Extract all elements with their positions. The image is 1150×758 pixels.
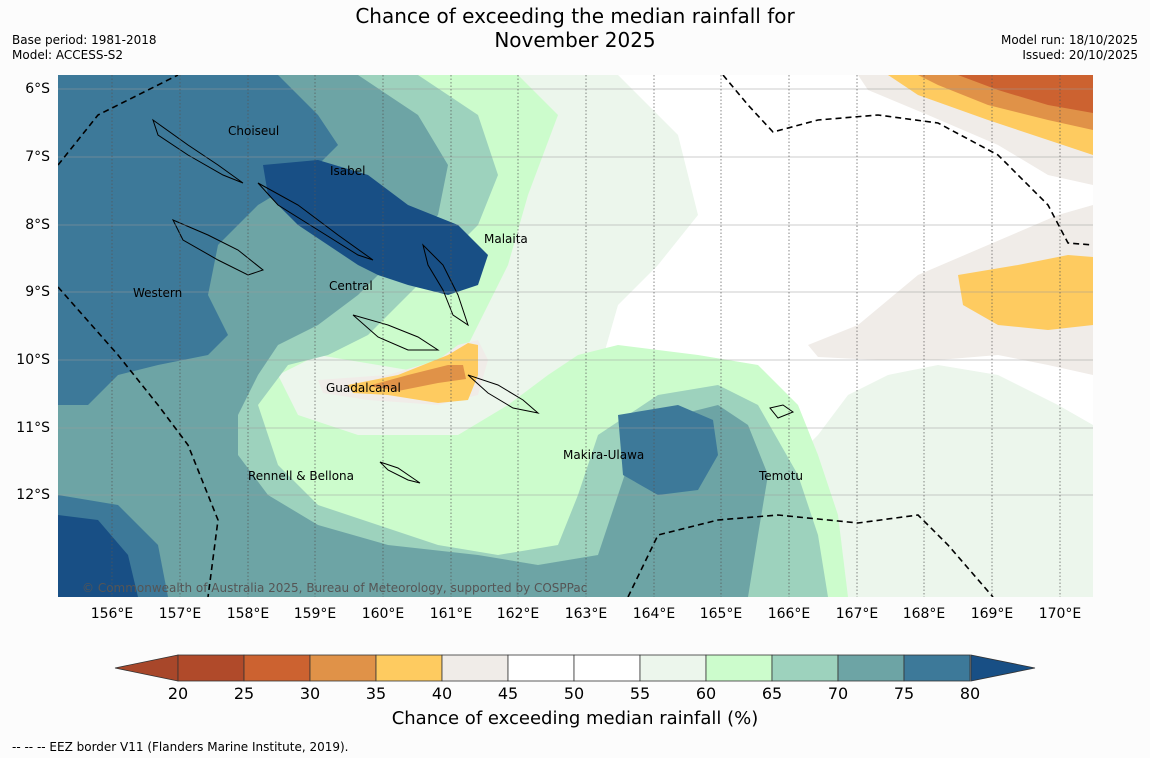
island-new-georgia (171, 219, 265, 276)
colorbar-swatch (507, 654, 575, 682)
colorbar-swatch (177, 654, 245, 682)
colorbar-swatch (441, 654, 509, 682)
colorbar-swatch (903, 654, 971, 682)
colorbar-swatch (639, 654, 707, 682)
island-makira (467, 374, 540, 414)
lon-label-156e: 156°E (90, 606, 134, 622)
contour-25-30-northeast (958, 75, 1093, 113)
lat-label-12s: 12°S (16, 487, 50, 503)
lon-label-162e: 162°E (496, 606, 540, 622)
lon-label-158e: 158°E (226, 606, 270, 622)
region-label-temotu: Temotu (759, 469, 804, 483)
colorbar-tick: 40 (431, 684, 453, 703)
colorbar-tick: 30 (299, 684, 321, 703)
lon-label-167e: 167°E (835, 606, 879, 622)
contour-45-50-east (808, 205, 1093, 375)
grid (58, 75, 1093, 597)
colorbar-tick: 80 (959, 684, 981, 703)
lat-label-6s: 6°S (25, 81, 50, 97)
issued-date: Issued: 20/10/2025 (1022, 48, 1138, 62)
eez-border (58, 75, 179, 166)
island-guadalcanal (352, 314, 440, 351)
rainfall-map (58, 75, 1093, 597)
colorbar-tick: 20 (167, 684, 189, 703)
region-label-central: Central (329, 279, 373, 293)
island-santa-cruz (769, 404, 795, 419)
colorbar-swatches (177, 654, 971, 682)
lon-label-169e: 169°E (970, 606, 1014, 622)
map-title-line2: November 2025 (494, 28, 656, 52)
lat-label-8s: 8°S (25, 217, 50, 233)
colorbar-swatch (375, 654, 443, 682)
colorbar-tick: 60 (695, 684, 717, 703)
lon-label-166e: 166°E (767, 606, 811, 622)
island-choiseul (152, 118, 244, 184)
lon-label-165e: 165°E (699, 606, 743, 622)
eez-legend: -- -- -- EEZ border V11 (Flanders Marine… (12, 740, 349, 754)
eez-border-south (627, 514, 994, 597)
colorbar-swatch (573, 654, 641, 682)
lon-label-163e: 163°E (564, 606, 608, 622)
island-malaita (422, 243, 469, 327)
region-label-isabel: Isabel (330, 164, 366, 178)
colorbar-title: Chance of exceeding median rainfall (%) (391, 708, 759, 729)
model-name: Model: ACCESS-S2 (12, 48, 124, 62)
colorbar-tick: 35 (365, 684, 387, 703)
eez-border-west (58, 286, 219, 597)
contour-75-80-makira (618, 405, 718, 495)
colorbar-tick: 25 (233, 684, 255, 703)
lon-label-168e: 168°E (902, 606, 946, 622)
colorbar-tick: 45 (497, 684, 519, 703)
lon-label-164e: 164°E (632, 606, 676, 622)
colorbar-tick: 50 (563, 684, 585, 703)
lon-label-157e: 157°E (158, 606, 202, 622)
island-rennell (379, 461, 421, 484)
region-label-rennell-bellona: Rennell & Bellona (248, 469, 355, 483)
colorbar-tick: 65 (761, 684, 783, 703)
colorbar-swatch (771, 654, 839, 682)
map-title-line1: Chance of exceeding the median rainfall … (355, 4, 795, 28)
colorbar-swatch (705, 654, 773, 682)
region-label-makira-ulawa: Makira-Ulawa (563, 448, 645, 462)
contour-30-35-guadalcanal (368, 365, 466, 391)
lat-label-11s: 11°S (16, 420, 50, 436)
lon-label-170e: 170°E (1038, 606, 1082, 622)
lon-label-159e: 159°E (293, 606, 337, 622)
region-label-western: Western (133, 286, 183, 300)
contour-35-40-east (958, 255, 1093, 330)
colorbar-overflow (970, 654, 1036, 682)
model-run: Model run: 18/10/2025 (1000, 33, 1138, 47)
colorbar-swatch (309, 654, 377, 682)
island-isabel (257, 182, 374, 261)
lat-label-10s: 10°S (16, 352, 50, 368)
region-label-guadalcanal: Guadalcanal (326, 381, 401, 395)
contour-above-80-south (58, 515, 138, 597)
colorbar-swatch (837, 654, 905, 682)
region-label-malaita: Malaita (484, 232, 528, 246)
contour-above-80 (263, 160, 488, 295)
colorbar-underflow (114, 654, 179, 682)
region-label-choiseul: Choiseul (228, 124, 280, 138)
colorbar-tick: 70 (827, 684, 849, 703)
colorbar-tick: 75 (893, 684, 915, 703)
eez-border-north (722, 75, 1093, 246)
contour-75-80 (58, 75, 338, 405)
lon-label-160e: 160°E (361, 606, 405, 622)
base-period: Base period: 1981-2018 (12, 33, 157, 47)
copyright-text: © Commonwealth of Australia 2025, Bureau… (82, 581, 588, 595)
colorbar-swatch (243, 654, 311, 682)
colorbar-tick: 55 (629, 684, 651, 703)
lat-label-9s: 9°S (25, 284, 50, 300)
lat-label-7s: 7°S (25, 149, 50, 165)
lon-label-161e: 161°E (429, 606, 473, 622)
colorbar (114, 654, 1036, 682)
